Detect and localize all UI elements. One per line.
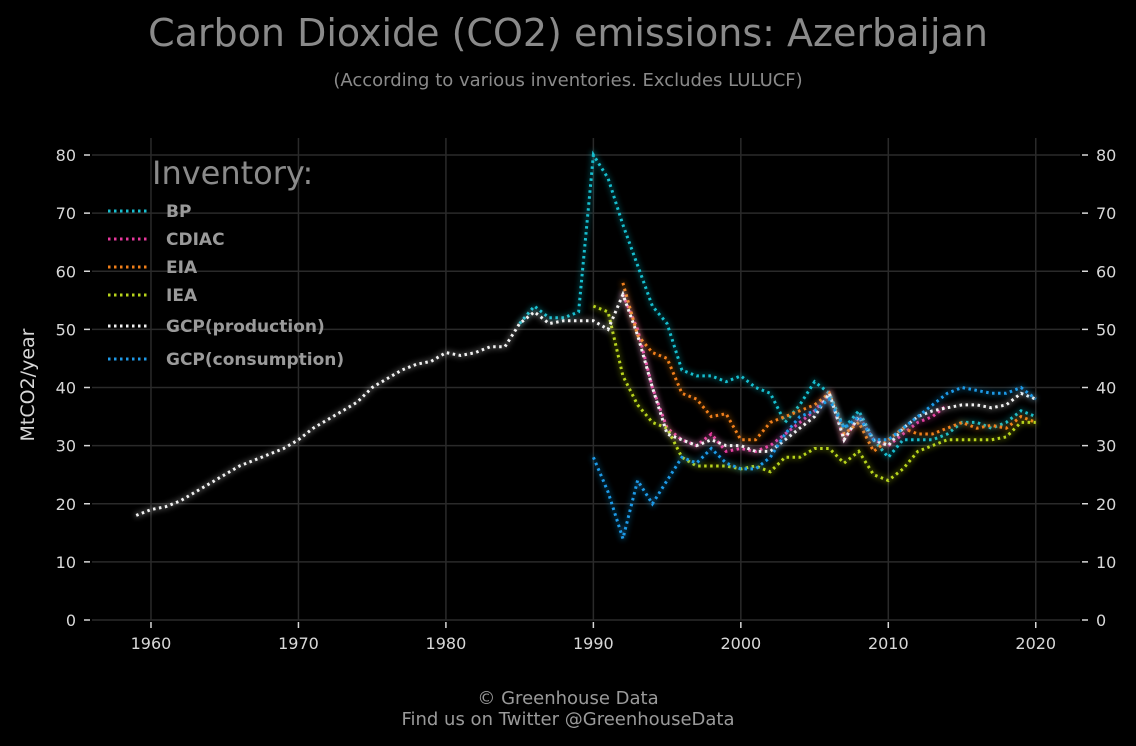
legend-label-gcp-consumption: GCP(consumption) xyxy=(166,350,344,370)
x-tick-label-1970: 1970 xyxy=(278,634,319,653)
y-tick-label-right-80: 80 xyxy=(1096,146,1116,165)
legend: Inventory: BP CDIAC EIA IEA GCP(production) G… xyxy=(108,154,344,370)
y-tick-label-right-0: 0 xyxy=(1096,611,1106,630)
legend-label-eia: EIA xyxy=(166,258,198,278)
y-tick-label-left-50: 50 xyxy=(56,320,76,339)
footer-copyright: © Greenhouse Data xyxy=(477,688,658,709)
legend-label-iea: IEA xyxy=(166,286,198,306)
y-tick-label-right-10: 10 xyxy=(1096,553,1116,572)
y-tick-label-left-70: 70 xyxy=(56,204,76,223)
series-line-bp xyxy=(518,150,1037,460)
legend-label-gcp-production: GCP(production) xyxy=(166,317,325,337)
y-tick-label-right-20: 20 xyxy=(1096,495,1116,514)
x-tick-label-2010: 2010 xyxy=(868,634,909,653)
series-line-cdiac xyxy=(621,293,949,454)
y-tick-label-right-40: 40 xyxy=(1096,379,1116,398)
series-line-iea xyxy=(592,304,1036,483)
y-tick-label-left-0: 0 xyxy=(66,611,76,630)
series-line-gcp-consumption xyxy=(592,385,1037,545)
y-tick-label-left-40: 40 xyxy=(56,379,76,398)
series-line-gcp-production xyxy=(135,290,1037,517)
chart-subtitle: (According to various inventories. Exclu… xyxy=(333,70,802,91)
x-tick-label-1990: 1990 xyxy=(573,634,614,653)
series-layer xyxy=(135,150,1037,545)
legend-label-cdiac: CDIAC xyxy=(166,230,225,250)
legend-label-bp: BP xyxy=(166,202,191,222)
y-tick-label-left-10: 10 xyxy=(56,553,76,572)
x-tick-label-1980: 1980 xyxy=(426,634,467,653)
y-tick-label-left-80: 80 xyxy=(56,146,76,165)
y-tick-label-right-50: 50 xyxy=(1096,320,1116,339)
x-tick-label-2020: 2020 xyxy=(1015,634,1056,653)
y-tick-label-right-60: 60 xyxy=(1096,262,1116,281)
series-line-eia xyxy=(621,282,1037,454)
y-tick-label-left-60: 60 xyxy=(56,262,76,281)
x-tick-label-2000: 2000 xyxy=(720,634,761,653)
x-tick-label-1960: 1960 xyxy=(131,634,172,653)
chart-title: Carbon Dioxide (CO2) emissions: Azerbaij… xyxy=(148,11,988,55)
grid xyxy=(92,138,1080,621)
y-tick-label-right-70: 70 xyxy=(1096,204,1116,223)
y-tick-label-left-20: 20 xyxy=(56,495,76,514)
y-axis-label: MtCO2/year xyxy=(17,328,39,441)
y-tick-label-right-30: 30 xyxy=(1096,437,1116,456)
legend-title: Inventory: xyxy=(152,154,313,192)
footer-twitter: Find us on Twitter @GreenhouseData xyxy=(401,709,734,730)
y-tick-label-left-30: 30 xyxy=(56,437,76,456)
